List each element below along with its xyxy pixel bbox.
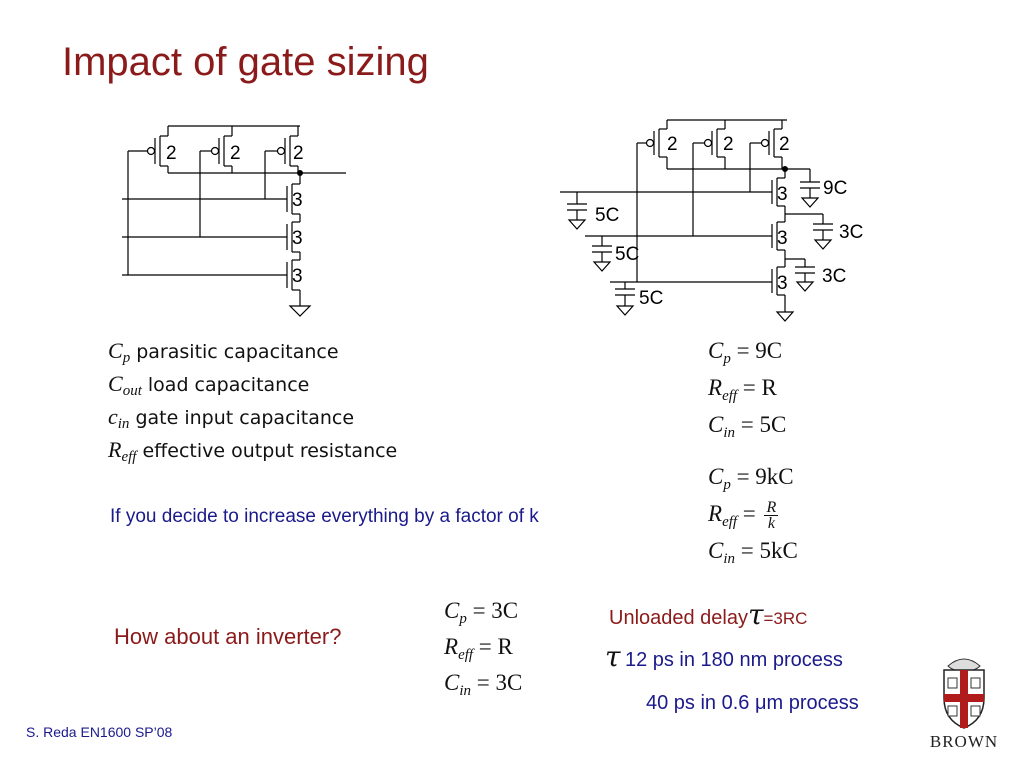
definition-item: Reff effective output resistance xyxy=(108,437,398,466)
pmos-size-label: 2 xyxy=(166,143,177,164)
equation-reff: Reff = R xyxy=(708,375,777,405)
capacitance-label: 3C xyxy=(822,266,846,287)
capacitance-label: 9C xyxy=(823,178,847,199)
equation-cin: Cin = 5C xyxy=(708,412,787,442)
capacitance-label: 5C xyxy=(595,205,619,226)
definition-item: Cp parasitic capacitance xyxy=(108,338,339,367)
equation-cp-inverter: Cp = 3C xyxy=(444,598,519,628)
slide-footer: S. Reda EN1600 SP’08 xyxy=(26,724,173,740)
definition-item: cin gate input capacitance xyxy=(108,404,355,433)
capacitance-label: 3C xyxy=(839,222,863,243)
unloaded-delay: Unloaded delayτ=3RC xyxy=(609,598,808,631)
equation-cp: Cp = 9C xyxy=(708,338,783,368)
nand3-capacitance-schematic: 2 2 2 3 3 3 9C 3C 3C 5C 5C 5C xyxy=(560,119,863,322)
delay-0-6um: 40 ps in 0.6 μm process xyxy=(646,692,859,714)
brown-university-logo: BROWN xyxy=(918,654,1010,754)
pmos-size-label: 2 xyxy=(779,134,790,155)
equation-cp-scaled: Cp = 9kC xyxy=(708,464,794,494)
logo-wordmark: BROWN xyxy=(929,732,999,751)
pmos-size-label: 2 xyxy=(293,143,304,164)
delay-180nm: τ 12 ps in 180 nm process xyxy=(605,640,843,673)
brown-shield-icon xyxy=(943,658,985,729)
scale-note: If you decide to increase everything by … xyxy=(110,506,539,527)
nmos-size-label: 3 xyxy=(292,228,303,249)
nmos-size-label: 3 xyxy=(777,228,788,249)
equation-reff-inverter: Reff = R xyxy=(444,634,513,664)
equations-base: Cp = 9C Reff = R Cin = 5C xyxy=(708,338,786,449)
nmos-size-label: 3 xyxy=(777,273,788,294)
nmos-size-label: 3 xyxy=(777,184,788,205)
nmos-size-label: 3 xyxy=(292,190,303,211)
capacitance-label: 5C xyxy=(615,244,639,265)
definitions-list: Cp parasitic capacitance Cout load capac… xyxy=(108,338,397,470)
pmos-size-label: 2 xyxy=(230,143,241,164)
pmos-size-label: 2 xyxy=(667,134,678,155)
inverter-question: How about an inverter? xyxy=(114,624,342,649)
capacitance-label: 5C xyxy=(639,288,663,309)
nand3-schematic: 2 2 2 3 3 3 xyxy=(122,125,346,317)
equation-cin-inverter: Cin = 3C xyxy=(444,670,523,700)
slide-title: Impact of gate sizing xyxy=(62,40,429,84)
definition-item: Cout load capacitance xyxy=(108,371,310,400)
pmos-size-label: 2 xyxy=(723,134,734,155)
equation-cin-scaled: Cin = 5kC xyxy=(708,538,798,568)
nmos-size-label: 3 xyxy=(292,266,303,287)
equations-inverter: Cp = 3C Reff = R Cin = 3C xyxy=(444,598,522,706)
